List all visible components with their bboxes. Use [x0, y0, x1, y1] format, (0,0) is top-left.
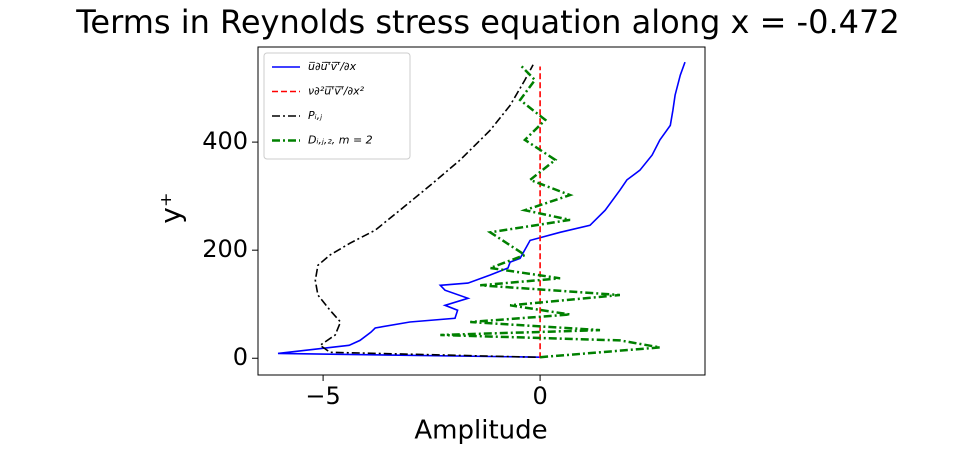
- legend-label: ν∂²u̅'̅v̅'̅/∂x²: [308, 85, 365, 98]
- x-tick-label: −5: [305, 382, 340, 410]
- legend-label: Dᵢ,ⱼ,₂, m = 2: [308, 134, 373, 147]
- y-axis-label: y⁺: [154, 192, 187, 223]
- series-line: [440, 63, 661, 359]
- legend-box: [263, 52, 411, 160]
- x-axis-label: Amplitude: [414, 416, 547, 446]
- series-line: [314, 64, 536, 358]
- legend: u̅∂u̅'̅v̅'̅/∂x ν∂²u̅'̅v̅'̅/∂x² Pᵢ,ⱼ Dᵢ,ⱼ,₂,…: [263, 52, 411, 160]
- y-tick-label: 200: [202, 235, 248, 263]
- series-line: [277, 61, 686, 358]
- legend-label: u̅∂u̅'̅v̅'̅/∂x: [308, 60, 357, 73]
- y-tick-label: 400: [202, 127, 248, 155]
- y-tick-label: 0: [233, 343, 248, 371]
- chart-title: Terms in Reynolds stress equation along …: [75, 3, 899, 41]
- plot-frame: [257, 46, 706, 376]
- legend-label: Pᵢ,ⱼ: [308, 109, 322, 122]
- x-tick-label: 0: [532, 382, 547, 410]
